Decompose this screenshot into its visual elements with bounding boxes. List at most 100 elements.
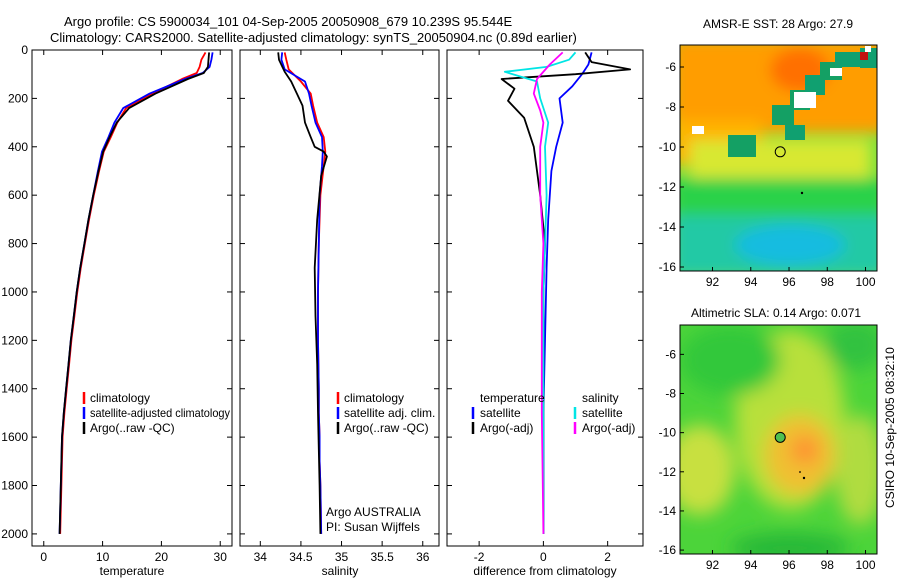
header-line-1: Argo profile: CS 5900034_101 04-Sep-2005… bbox=[64, 14, 512, 29]
sla-north-green bbox=[680, 325, 780, 395]
difference-axis-ticks: -2 0 2 bbox=[447, 49, 643, 564]
map-y-tick-label: -14 bbox=[659, 504, 677, 518]
map-x-tick-label: 98 bbox=[821, 275, 835, 289]
difference-series bbox=[500, 51, 631, 534]
sst-green-strip bbox=[835, 52, 860, 67]
map-y-tick-label: -8 bbox=[665, 387, 676, 401]
map-y-tick-label: -10 bbox=[659, 426, 677, 440]
temperature-panel: 0 10 20 30 0 200 400 600 800 1000 1200 1400 1600 1800… bbox=[1, 43, 233, 578]
sst-cloud-mask bbox=[865, 46, 871, 52]
map-x-tick-label: 94 bbox=[744, 558, 758, 572]
sla-float-position-marker bbox=[774, 431, 786, 443]
sst-track-dot bbox=[800, 191, 804, 195]
x-tick-label: 36 bbox=[416, 550, 430, 564]
legend-item-sal-argo: Argo(-adj) bbox=[582, 421, 635, 435]
x-tick-label: 30 bbox=[214, 550, 228, 564]
y-tick-label: 1200 bbox=[1, 333, 28, 347]
difference-x-label: difference from climatology bbox=[473, 564, 616, 578]
sla-map-frame bbox=[679, 324, 878, 555]
series-line-argo-raw-qc- bbox=[58, 52, 210, 534]
map-y-tick-label: -16 bbox=[659, 260, 677, 274]
salinity-panel: 34 34.5 35 35.5 36 salinity climatology sate… bbox=[239, 49, 440, 578]
legend-salinity-heading: salinity bbox=[582, 391, 619, 405]
float-pi-label: PI: Susan Wijffels bbox=[326, 520, 420, 534]
y-tick-label: 1600 bbox=[1, 430, 28, 444]
map-x-tick-label: 96 bbox=[782, 558, 796, 572]
salinity-axis-ticks: 34 34.5 35 35.5 36 bbox=[240, 49, 439, 564]
sst-map-frame bbox=[679, 44, 878, 272]
sla-peak bbox=[791, 436, 819, 464]
sst-cloud-mask bbox=[830, 68, 842, 76]
sla-south-low bbox=[730, 533, 850, 554]
header-line-2: Climatology: CARS2000. Satellite-adjuste… bbox=[50, 30, 577, 45]
legend-item-argo-raw: Argo(..raw -QC) bbox=[344, 421, 429, 435]
temperature-x-label: temperature bbox=[100, 564, 165, 578]
salinity-legend: climatology satellite adj. clim. Argo(..… bbox=[336, 391, 435, 435]
series-line-salinity-argo-adj- bbox=[532, 51, 564, 534]
temperature-axis-ticks: 0 10 20 30 0 200 400 600 800 1000 1200 1400 1600 1800… bbox=[1, 43, 232, 564]
legend-item-climatology: climatology bbox=[90, 391, 150, 405]
sst-cloud-mask bbox=[692, 126, 704, 134]
y-tick-label: 1400 bbox=[1, 382, 28, 396]
legend-item-satellite-adj: satellite adj. clim. bbox=[344, 406, 435, 420]
map-x-tick-label: 100 bbox=[856, 275, 876, 289]
temperature-plot-frame bbox=[31, 49, 233, 547]
x-tick-label: 0 bbox=[540, 550, 547, 564]
sst-map-title: AMSR-E SST: 28 Argo: 27.9 bbox=[703, 17, 853, 31]
y-tick-label: 0 bbox=[21, 43, 28, 57]
map-y-tick-label: -14 bbox=[659, 220, 677, 234]
sst-axis-ticks: 92 94 96 98 100 -6 -8 -10 -12 -14 -16 bbox=[659, 60, 876, 289]
sla-track-dot bbox=[799, 471, 801, 473]
legend-item-temp-argo: Argo(-adj) bbox=[480, 421, 533, 435]
difference-plot-frame bbox=[446, 49, 644, 547]
legend-item-argo-raw: Argo(..raw -QC) bbox=[90, 421, 175, 435]
map-y-tick-label: -8 bbox=[665, 100, 676, 114]
map-y-tick-label: -16 bbox=[659, 543, 677, 557]
map-x-tick-label: 94 bbox=[744, 275, 758, 289]
difference-panel: -2 0 2 difference from climatology tempera… bbox=[446, 49, 644, 578]
map-x-tick-label: 100 bbox=[856, 558, 876, 572]
salinity-x-label: salinity bbox=[322, 564, 359, 578]
sla-map-panel: Altimetric SLA: 0.14 Argo: 0.071 92 94 96 9… bbox=[659, 306, 878, 572]
map-y-tick-label: -12 bbox=[659, 180, 677, 194]
difference-legend: temperature satellite Argo(-adj) salinit… bbox=[471, 391, 635, 435]
sst-map-panel: AMSR-E SST: 28 Argo: 27.9 bbox=[659, 17, 878, 289]
side-timestamp-label: CSIRO 10-Sep-2005 08:32:10 bbox=[883, 347, 897, 508]
x-tick-label: 35 bbox=[335, 550, 349, 564]
sla-east-high bbox=[835, 415, 877, 525]
map-x-tick-label: 92 bbox=[706, 558, 720, 572]
temperature-legend: climatology satellite-adjusted climatolo… bbox=[82, 391, 230, 435]
y-tick-label: 800 bbox=[8, 237, 28, 251]
sla-track-dot bbox=[802, 476, 806, 480]
sla-axis-ticks: 92 94 96 98 100 -6 -8 -10 -12 -14 -16 bbox=[659, 347, 876, 572]
map-y-tick-label: -6 bbox=[665, 347, 676, 361]
sla-west-high bbox=[680, 425, 735, 515]
legend-item-satellite-adjusted: satellite-adjusted climatology bbox=[90, 406, 230, 420]
y-tick-label: 2000 bbox=[1, 527, 28, 541]
sst-green-strip bbox=[772, 105, 794, 125]
legend-temperature-heading: temperature bbox=[480, 391, 545, 405]
sla-map-title: Altimetric SLA: 0.14 Argo: 0.071 bbox=[691, 306, 861, 320]
map-x-tick-label: 98 bbox=[821, 558, 835, 572]
sst-green-strip bbox=[728, 135, 756, 157]
series-line-satellite-adj-clim- bbox=[280, 52, 324, 534]
series-line-argo-raw-qc- bbox=[277, 52, 328, 534]
temperature-series bbox=[58, 51, 214, 534]
y-tick-label: 600 bbox=[8, 188, 28, 202]
map-x-tick-label: 92 bbox=[706, 275, 720, 289]
map-y-tick-label: -12 bbox=[659, 465, 677, 479]
series-line-climatology bbox=[59, 51, 207, 534]
y-tick-label: 1000 bbox=[1, 285, 28, 299]
x-tick-label: 10 bbox=[96, 550, 110, 564]
series-line-temperature-argo-adj- bbox=[500, 51, 631, 534]
series-line-salinity-satellite bbox=[503, 51, 577, 534]
series-line-temperature-satellite bbox=[542, 52, 593, 534]
sla-northeast-low bbox=[825, 325, 877, 370]
series-line-satellite-adjusted-climatology bbox=[58, 52, 214, 534]
sst-cloud-mask bbox=[794, 92, 816, 108]
legend-item-sal-satellite: satellite bbox=[582, 406, 623, 420]
x-tick-label: -2 bbox=[474, 550, 485, 564]
salinity-plot-frame bbox=[239, 49, 440, 547]
x-tick-label: 35.5 bbox=[370, 550, 394, 564]
sst-green-strip bbox=[785, 125, 805, 140]
